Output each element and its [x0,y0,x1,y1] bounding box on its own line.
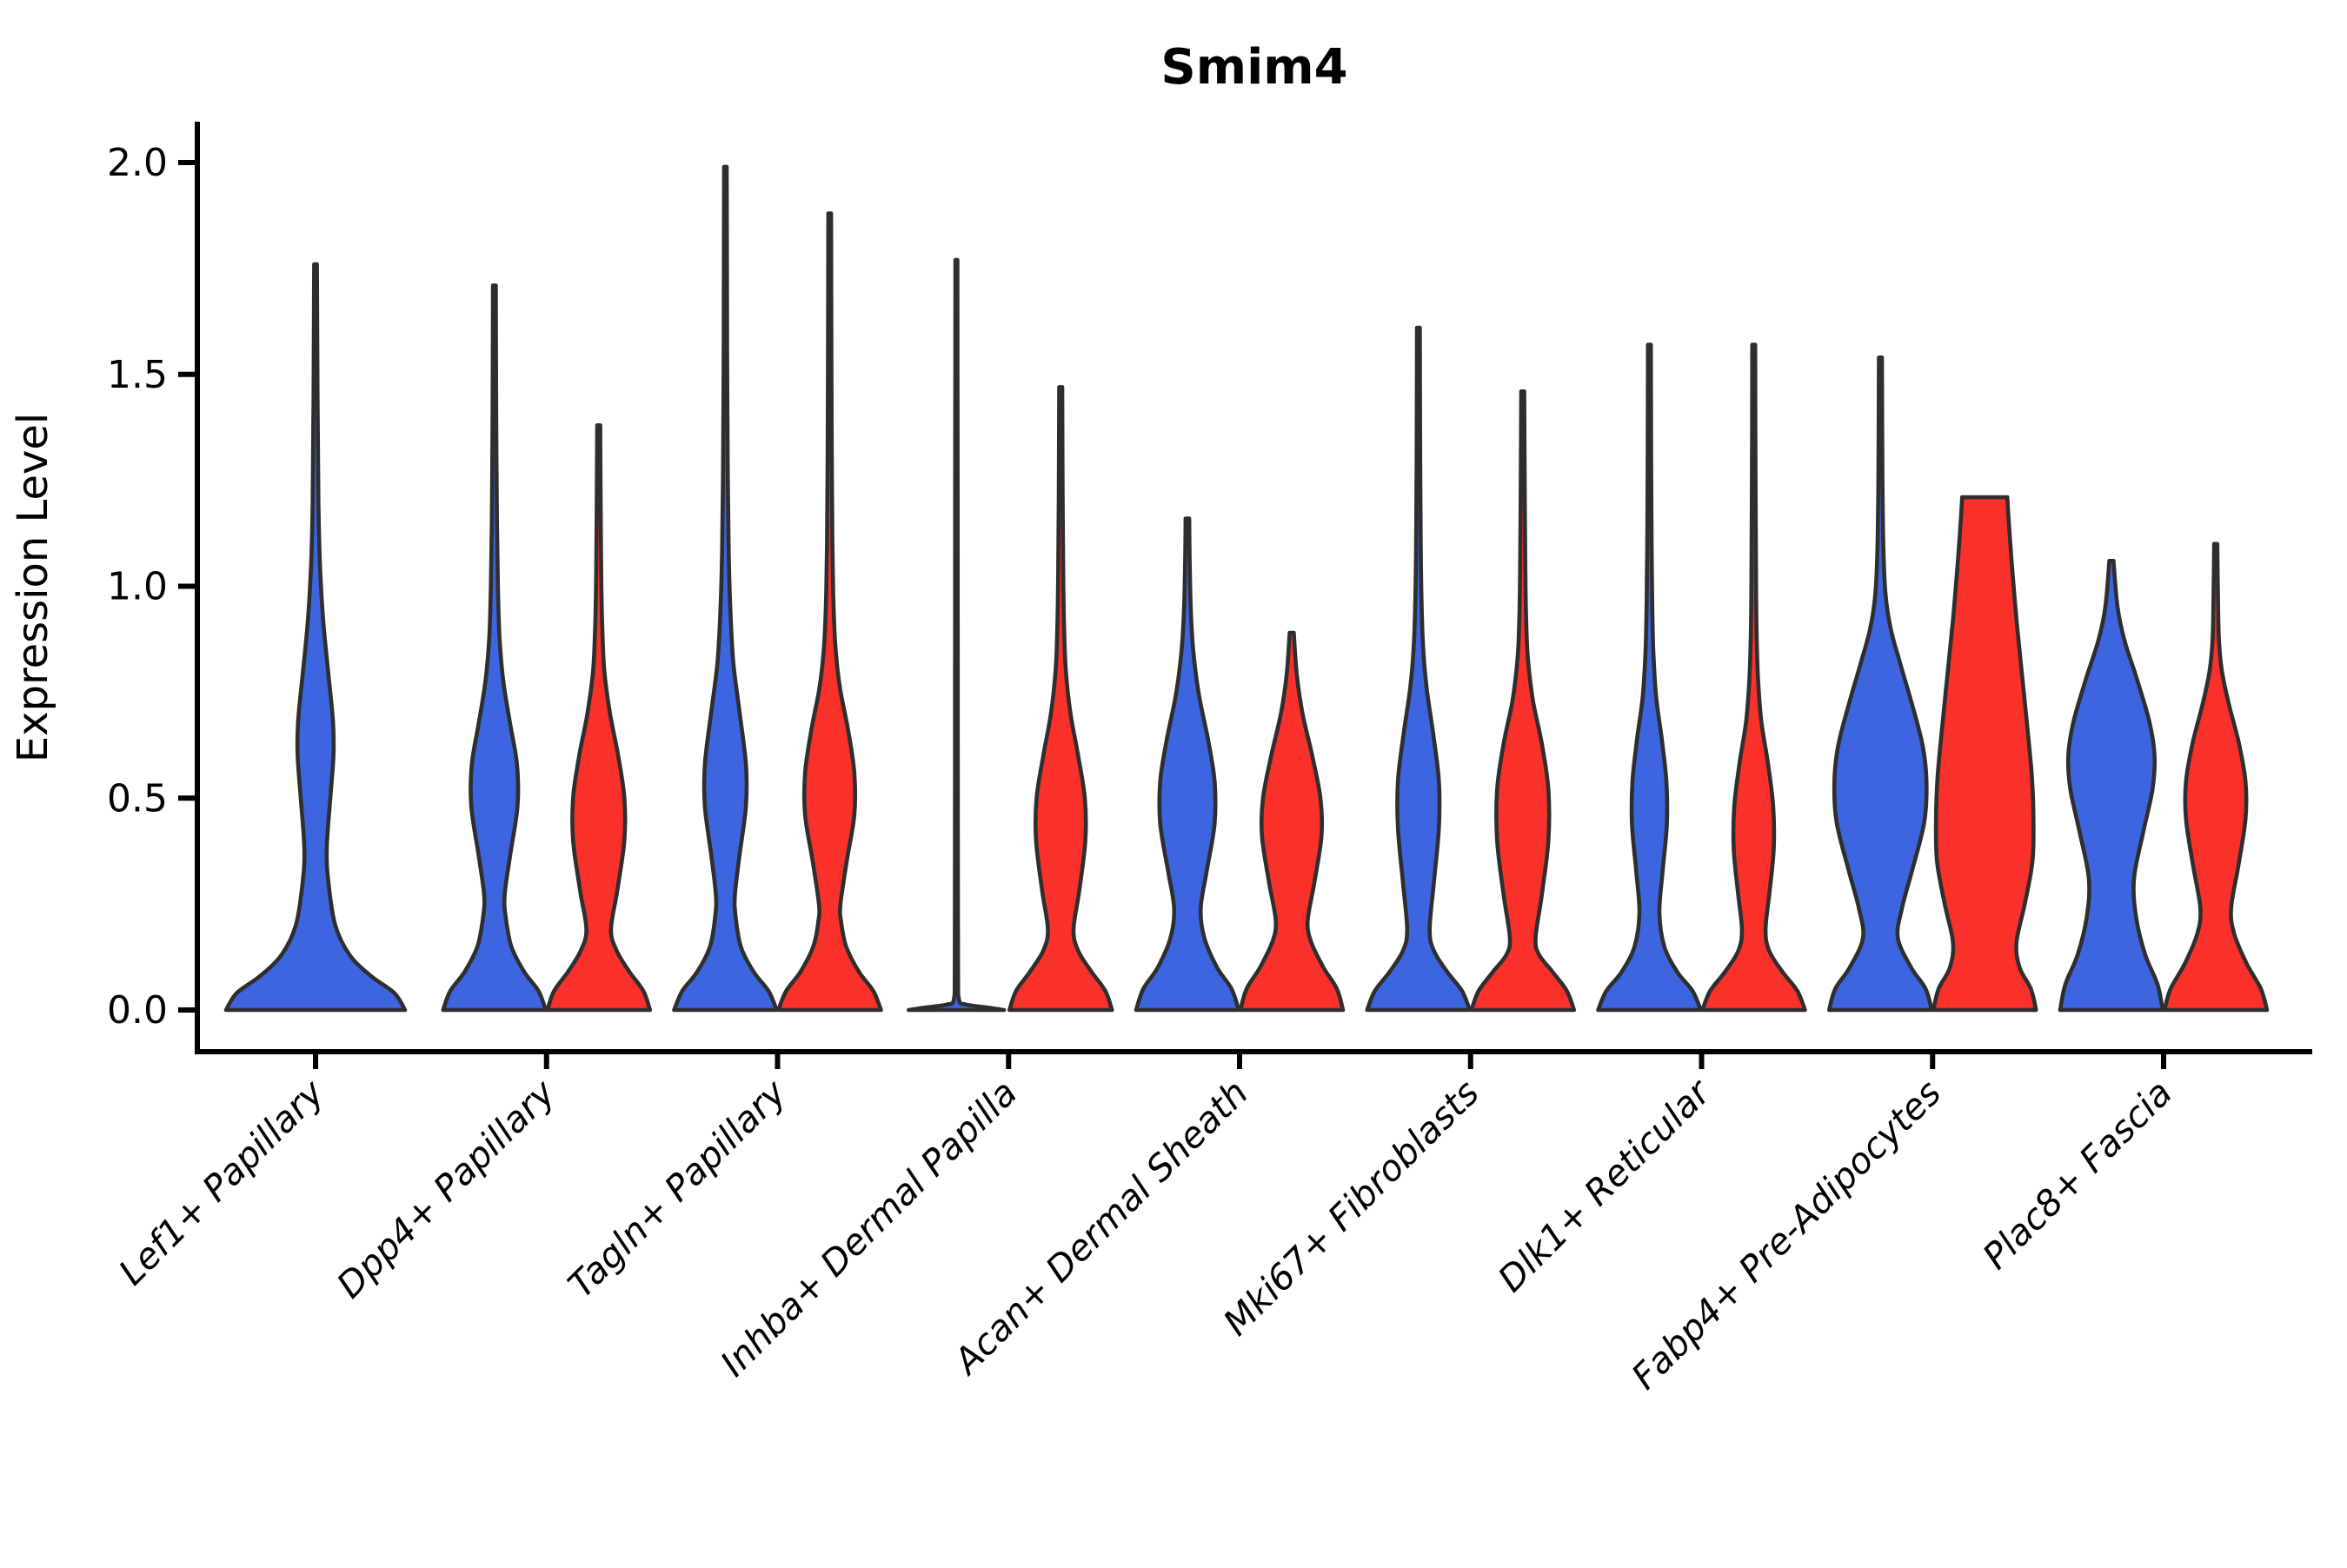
x-category-label: Mki67+ Fibroblasts [1215,1072,1487,1344]
x-category-label: Dpp4+ Papillary [329,1072,563,1306]
violin-3-cond2 [1007,385,1114,1013]
violin-5-cond1 [1365,325,1473,1013]
x-category-label: Plac8+ Fascia [1975,1072,2180,1277]
y-axis-label: Expression Level [9,413,57,763]
violin-4-cond1 [1134,516,1241,1013]
y-tick-label: 2.0 [107,141,168,185]
y-tick-label: 0.5 [107,776,168,821]
violin-0-cond1 [223,262,408,1013]
violin-8-cond1 [2058,559,2165,1013]
x-category-label: Dlk1+ Reticular [1490,1071,1719,1300]
violin-7-cond2 [1931,495,2038,1013]
violin-3-cond1 [907,257,1007,1013]
y-tick-label: 0.0 [107,988,168,1033]
violin-2-cond2 [776,211,883,1013]
violin-2-cond1 [672,164,779,1013]
x-category-label: Tagln+ Papillary [560,1072,795,1306]
violin-1-cond2 [545,423,653,1013]
y-tick-label: 1.0 [107,565,168,609]
violin-5-cond2 [1469,389,1577,1013]
violin-6-cond2 [1700,342,1807,1013]
x-category-label: Lef1+ Papillary [110,1072,332,1293]
y-tick-label: 1.5 [107,353,168,397]
chart-title: Smim4 [1160,39,1347,96]
violin-7-cond1 [1827,355,1934,1013]
violin-6-cond1 [1596,342,1703,1013]
violins [223,164,2270,1013]
violin-8-cond2 [2162,541,2270,1013]
axes [178,122,2312,1069]
violin-1-cond1 [441,283,549,1013]
violin-4-cond2 [1238,630,1346,1013]
